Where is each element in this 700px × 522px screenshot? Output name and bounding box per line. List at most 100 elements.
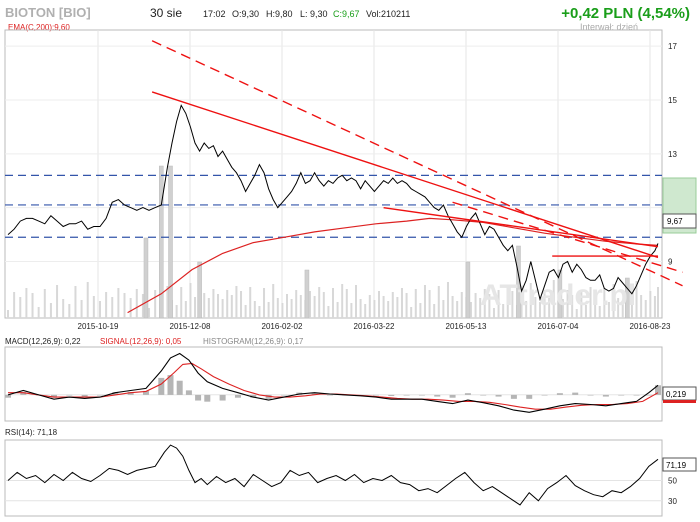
volume-spike [557,269,563,319]
volume-bar [640,295,643,318]
volume-bar [244,305,247,318]
histogram-bar [280,394,287,396]
volume-bar [410,307,413,318]
volume-bar [49,303,52,318]
volume-bar [166,286,169,318]
price-badge: 9,67 [662,177,697,234]
price-y-tick-label: 15 [668,96,677,105]
histogram-bar [326,394,333,396]
volume-label: Vol:210211 [366,9,410,19]
volume-bar [400,288,403,318]
price-badge-value: 9,67 [667,217,683,226]
volume-spike [168,165,173,319]
rsi-panel-frame [4,439,663,517]
ema-legend: EMA(C,200):9,60 [8,23,70,32]
volume-bar [373,300,376,318]
volume-bar [281,303,284,318]
volume-bar [497,290,500,318]
vertical-gridlines [97,30,651,318]
volume-bar [258,306,261,318]
trendline [151,91,659,259]
volume-bar [37,307,40,318]
volume-bar [92,296,95,318]
signal-legend: SIGNAL(12,26,9): 0,05 [100,337,182,346]
trendline [151,40,683,287]
volume-spike [516,245,521,319]
horizontal-levels [5,174,662,238]
volume-bar [226,290,229,318]
histogram-bar [556,393,563,395]
x-tick-label: 2015-12-08 [170,322,211,331]
volume-bar [488,294,491,318]
histogram-bar [142,390,149,395]
ema-line [127,217,659,314]
high-label: H:9,80 [266,9,293,19]
volume-bar [135,289,138,318]
histogram-bar [602,394,609,397]
histogram-bar [403,394,410,396]
volume-bar [575,309,578,318]
macd-line [7,352,659,413]
histogram-bar [434,394,441,397]
volume-bar [451,296,454,318]
histogram-bar [587,394,594,396]
histogram-bar [234,394,241,398]
volume-bar [332,288,334,318]
volume-bar [520,287,523,318]
rsi-y-tick-label: 50 [668,477,677,486]
volume-bar [548,298,551,318]
volume-bar [479,298,482,318]
histogram-bar [418,394,425,396]
histogram-bar [50,394,57,398]
volume-bar [653,296,656,318]
volume-bar [350,303,353,318]
volume-bar [534,297,537,318]
histogram-bar [195,394,202,401]
volume-bar [295,290,298,318]
trendline [452,201,683,273]
histogram-bar [81,394,88,397]
histogram-bar [618,394,625,396]
volume-bar [460,292,463,318]
volume-bar [529,283,532,318]
volume-bar [396,297,399,318]
volume-bar [56,285,59,318]
volume-bar [571,295,574,318]
ticker-label: BIOTON [BIO] [5,5,91,20]
volume-spike [143,237,149,319]
price-y-tick-label: 9 [668,257,673,266]
histogram-bar [645,394,652,396]
volume-bar [483,289,486,318]
volume-bar [469,302,472,318]
x-tick-label: 2016-05-13 [446,322,487,331]
price-y-tick-label: 13 [668,150,677,159]
volume-bar [341,284,344,318]
volume-bar [589,287,592,318]
volume-bar [657,287,659,318]
volume-bar [584,305,587,318]
histogram-bar [158,377,165,395]
volume-bar [594,292,597,318]
volume-bar [19,297,22,318]
volume-bar [336,302,339,318]
price-line [7,104,659,301]
volume-bar [98,301,101,318]
volume-spike [159,165,164,319]
histogram-bar [265,394,272,399]
volume-spike [197,261,202,319]
volume-bar [387,301,390,318]
volume-bar [635,281,638,318]
volume-bar [364,304,367,318]
volume-bar [612,284,615,318]
volume-bar [437,286,440,318]
volume-bar [538,302,541,318]
volume-bar [377,291,380,318]
price-y-tick-label: 17 [668,42,677,51]
volume-bar [474,293,477,318]
x-ticks: 2015-10-19 2015-12-08 2016-02-02 2016-03-22… [78,322,671,331]
histogram-bar [495,394,502,397]
volume-bar [382,296,385,318]
volume-bar [249,287,252,318]
histogram-bar [250,394,257,398]
close-label: C:9,67 [333,9,360,19]
